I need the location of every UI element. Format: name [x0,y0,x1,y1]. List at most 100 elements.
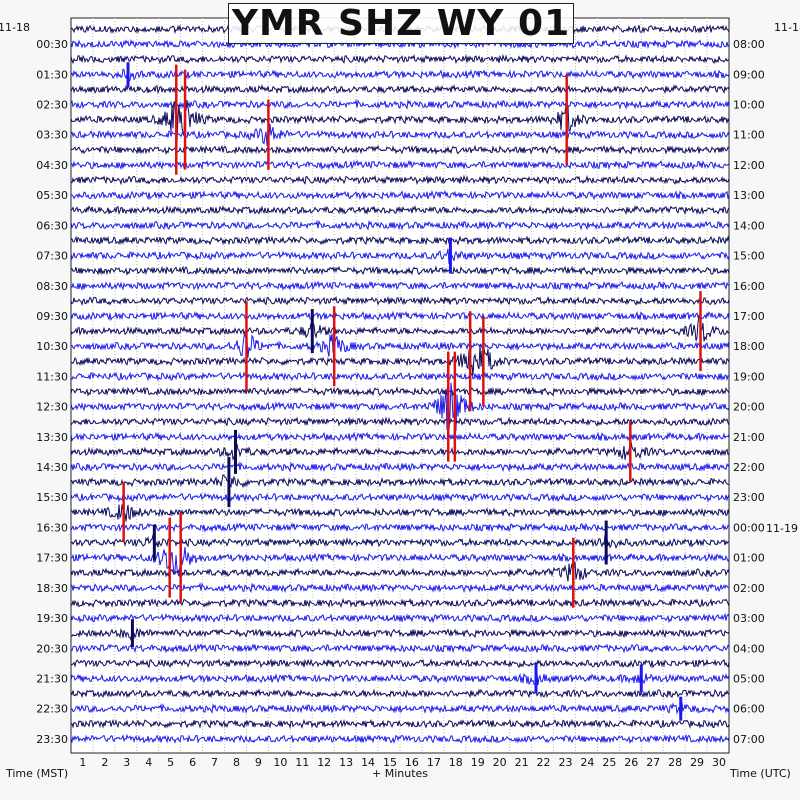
right-axis-title: Time (UTC) [729,767,791,780]
right-time-label-18: 02:00 [733,582,765,595]
trace-row-25 [70,382,730,432]
x-tick-label-4: 4 [145,756,152,769]
x-axis-title: + Minutes [372,767,428,780]
right-time-label-14: 22:00 [733,461,765,474]
left-time-label-0: 00:30 [36,38,68,51]
right-time-label-20: 04:00 [733,642,765,655]
x-tick-label-7: 7 [211,756,218,769]
trace-row-8 [70,144,730,156]
trace-row-45 [70,702,730,716]
trace-row-5 [70,98,730,110]
x-tick-label-5: 5 [167,756,174,769]
left-time-label-2: 02:30 [36,99,68,112]
trace-row-21 [70,333,730,358]
trace-row-3 [70,68,730,83]
trace-row-16 [70,265,730,276]
trace-row-13 [70,219,730,231]
x-tick-label-26: 26 [624,756,638,769]
left-time-label-18: 18:30 [36,582,68,595]
left-time-label-19: 19:30 [36,612,68,625]
left-time-label-6: 06:30 [36,219,68,232]
left-time-label-8: 08:30 [36,280,68,293]
trace-row-15 [70,248,730,265]
x-tick-label-8: 8 [233,756,240,769]
left-time-label-23: 23:30 [36,733,68,746]
x-tick-label-21: 21 [515,756,529,769]
x-axis-ticks: 1 2 3 4 5 6 7 8 9 10 11 12 13 14 15 16 17 18 19 20 21 22 23 24 2… [79,756,726,769]
left-time-label-13: 13:30 [36,431,68,444]
right-time-label-23: 07:00 [733,733,765,746]
right-time-label-12: 20:00 [733,401,765,414]
x-tick-label-16: 16 [405,756,419,769]
trace-row-7 [70,123,730,146]
x-tick-label-23: 23 [558,756,572,769]
left-axis-title: Time (MST) [5,767,68,780]
left-time-label-15: 15:30 [36,491,68,504]
x-tick-label-2: 2 [101,756,108,769]
left-time-label-16: 16:30 [36,521,68,534]
trace-row-31 [70,492,730,503]
left-time-label-11: 11:30 [36,370,68,383]
left-time-label-4: 04:30 [36,159,68,172]
trace-row-4 [70,84,730,95]
x-tick-label-9: 9 [255,756,262,769]
x-tick-label-18: 18 [449,756,463,769]
trace-row-44 [70,688,730,699]
right-time-label-5: 13:00 [733,189,765,202]
x-tick-label-30: 30 [712,756,726,769]
trace-row-26 [70,416,730,427]
trace-row-11 [70,189,730,201]
x-tick-label-13: 13 [339,756,353,769]
right-time-label-17: 01:00 [733,552,765,565]
x-tick-label-6: 6 [189,756,196,769]
right-time-label-11: 19:00 [733,370,765,383]
trace-row-22 [70,344,730,383]
right-time-label-0: 08:00 [733,38,765,51]
trace-row-43 [70,672,730,685]
trace-row-6 [70,96,730,143]
right-time-label-1: 09:00 [733,68,765,81]
trace-row-27 [70,431,730,442]
x-tick-label-24: 24 [580,756,594,769]
trace-row-40 [70,626,730,642]
x-tick-label-20: 20 [493,756,507,769]
trace-row-23 [70,371,730,382]
trace-row-38 [70,597,730,609]
left-time-label-20: 20:30 [36,642,68,655]
trace-row-46 [71,718,730,729]
left-time-label-1: 01:30 [36,68,68,81]
seismic-traces [70,23,730,745]
x-tick-label-15: 15 [383,756,397,769]
right-time-label-4: 12:00 [733,159,765,172]
right-time-label-21: 05:00 [733,672,765,685]
left-time-label-10: 10:30 [36,340,68,353]
chart-title: YMR SHZ WY 01 [228,3,574,44]
right-time-labels: 08:00 09:00 10:00 11:00 12:00 13:00 14:00 15:00… [733,38,765,746]
right-time-label-13: 21:00 [733,431,765,444]
trace-row-41 [70,643,730,654]
trace-row-17 [70,280,730,292]
trace-row-47 [70,733,730,745]
trace-row-24 [70,386,730,397]
x-tick-label-10: 10 [273,756,287,769]
trace-row-20 [70,315,730,342]
x-tick-label-28: 28 [668,756,682,769]
left-time-label-22: 22:30 [36,703,68,716]
x-tick-label-12: 12 [317,756,331,769]
right-time-label-3: 11:00 [733,129,765,142]
right-time-label-15: 23:00 [733,491,765,504]
right-date-change-label: 11-19 [766,522,798,535]
left-time-label-5: 05:30 [36,189,68,202]
trace-row-39 [70,612,730,624]
trace-row-19 [70,310,730,322]
left-time-labels: 00:30 01:30 02:30 03:30 04:30 05:30 06:30 07:30… [36,38,68,746]
x-tick-label-1: 1 [79,756,86,769]
trace-row-9 [70,159,730,171]
right-time-label-10: 18:00 [733,340,765,353]
left-time-label-7: 07:30 [36,250,68,263]
x-tick-label-11: 11 [295,756,309,769]
x-tick-label-14: 14 [361,756,375,769]
right-time-label-2: 10:00 [733,99,765,112]
trace-row-32 [70,504,730,522]
